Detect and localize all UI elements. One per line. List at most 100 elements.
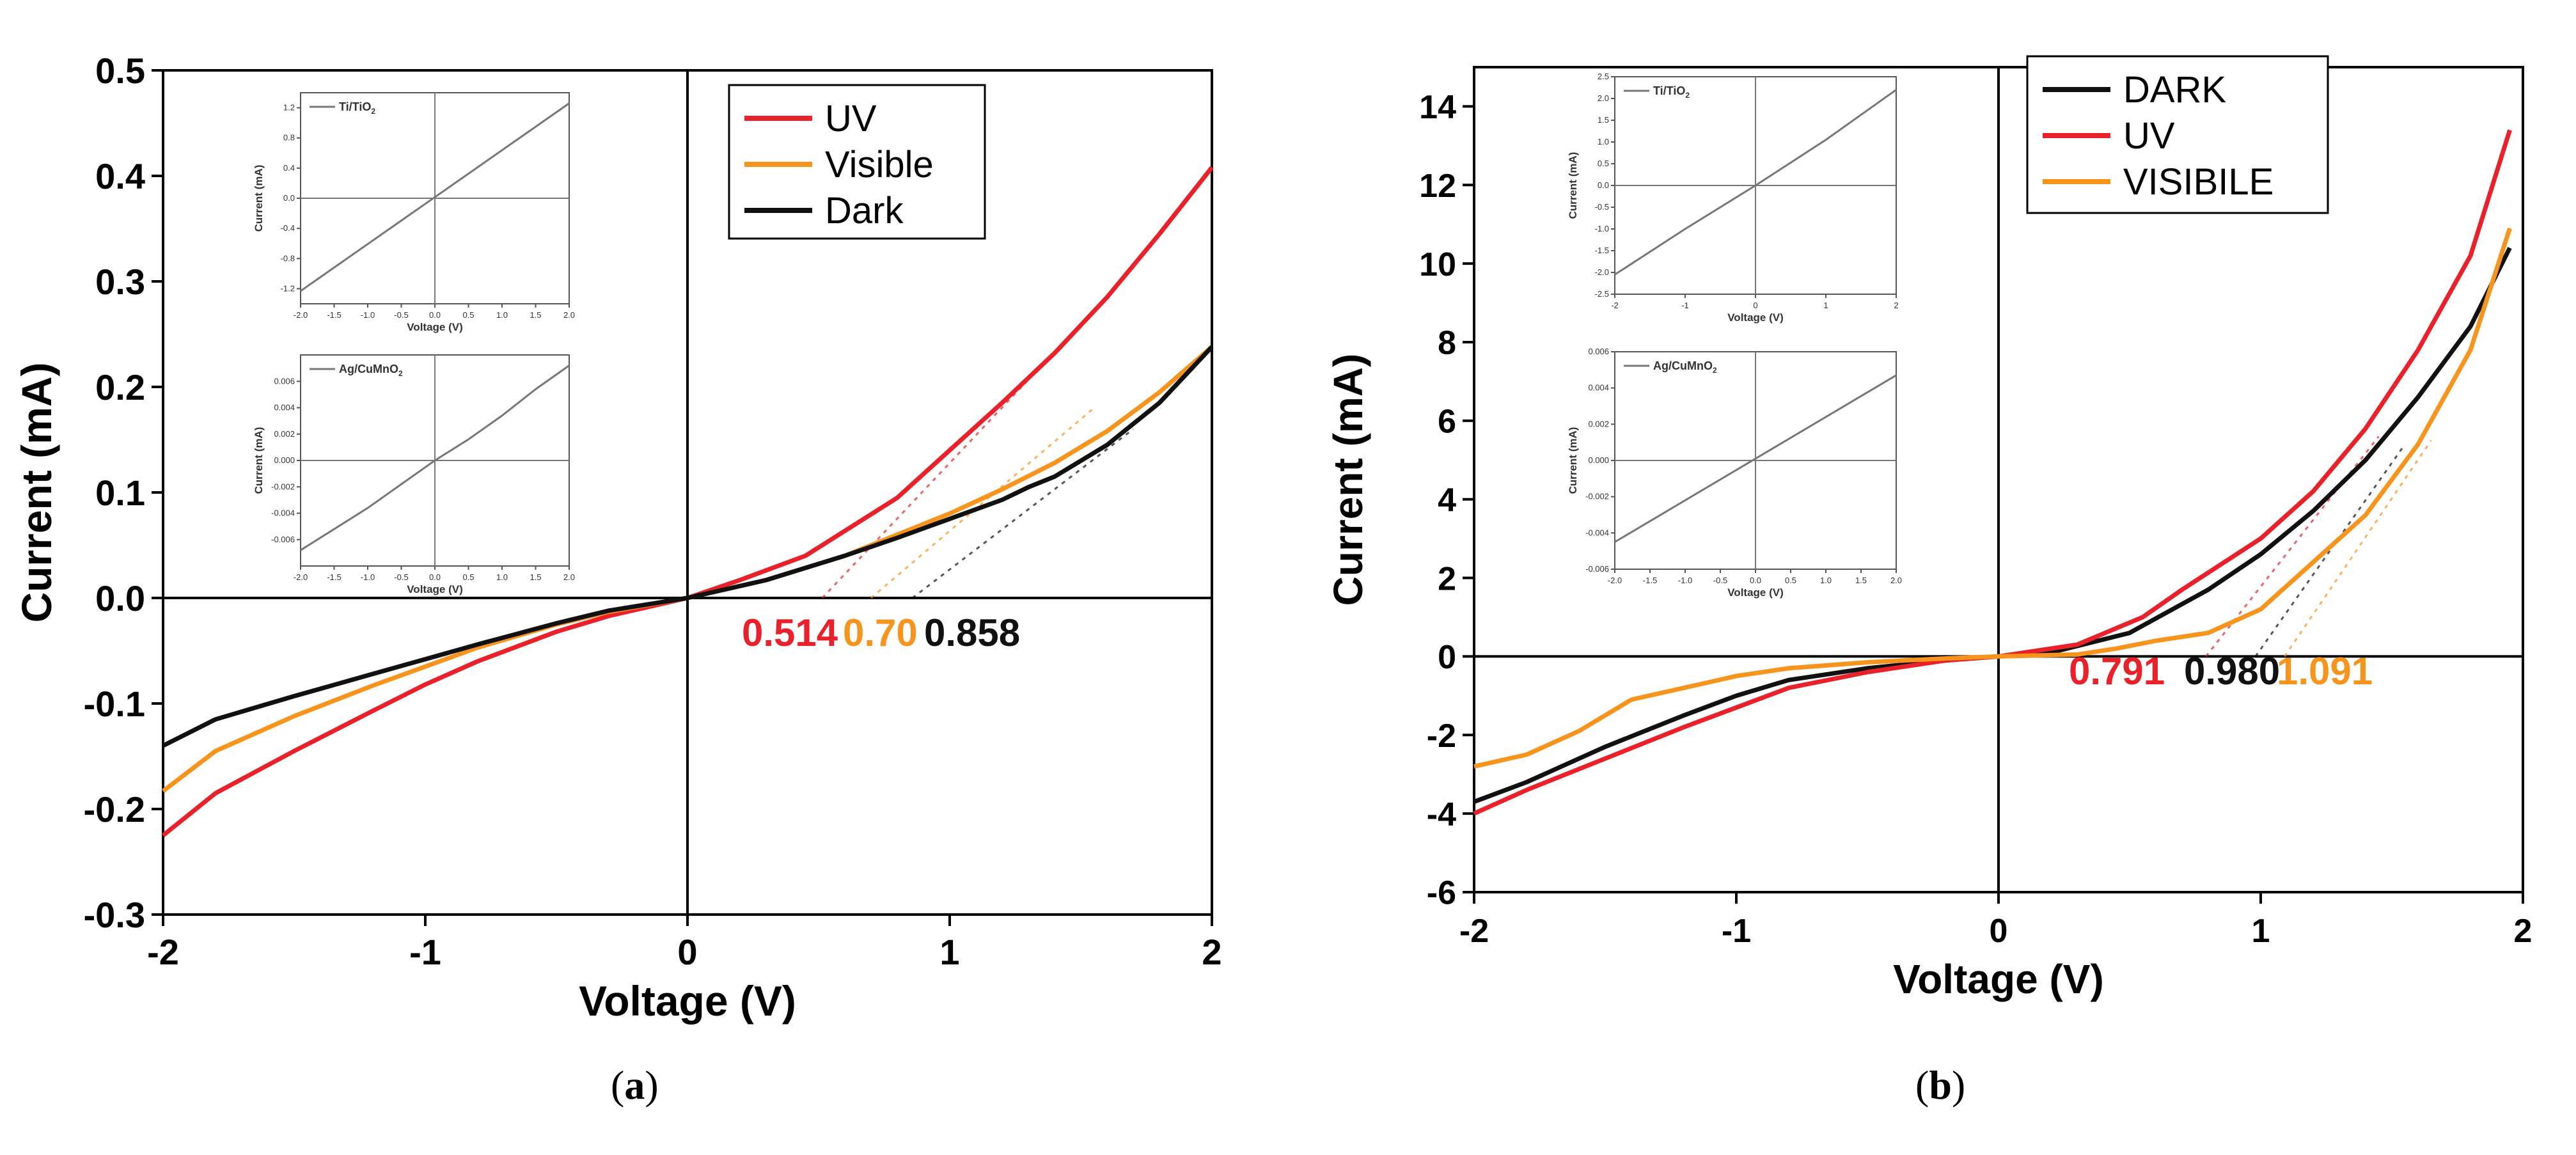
inset-x-tick-label: -2.0	[294, 310, 308, 320]
inset-x-tick-label: 0.5	[462, 310, 474, 320]
y-tick-label: -0.2	[84, 789, 146, 829]
inset-plot: -2.0 -1.5 -1.0 -0.5 0.0 0.5 1.0 1.5 2.0 -1.2 -0.8 -…	[253, 92, 575, 333]
inset-y-tick-label: 0.000	[1588, 455, 1609, 465]
inset-plot: -2.0 -1.5 -1.0 -0.5 0.0 0.5 1.0 1.5 2.0 -0.006 -0.…	[1567, 347, 1902, 599]
y-tick-label: -2	[1427, 718, 1456, 755]
x-tick-label: 0	[677, 932, 697, 972]
inset-x-tick-label: -0.5	[1713, 576, 1727, 585]
x-tick-label: 1	[2252, 913, 2270, 950]
legend-label: UV	[825, 98, 877, 139]
inset-x-tick-label: -2.0	[294, 572, 308, 582]
inset-y-tick-label: -1.0	[1595, 224, 1609, 233]
legend-label: UV	[2123, 115, 2175, 157]
inset-x-tick-label: 0.0	[429, 572, 441, 582]
inset-y-tick-label: 2.5	[1598, 72, 1609, 81]
inset-y-axis-label: Current (mA)	[253, 427, 265, 494]
inset-x-tick-label: 2	[1894, 301, 1898, 310]
inset-legend-subscript: 2	[398, 369, 403, 378]
inset-y-tick-label: 0.000	[274, 455, 295, 465]
inset-x-tick-label: -0.5	[394, 310, 408, 320]
inset-y-tick-label: -0.5	[1595, 202, 1609, 212]
inset-series-line	[1614, 374, 1897, 543]
inset-x-tick-label: -2.0	[1608, 576, 1622, 585]
series-line-dark	[162, 345, 1214, 748]
inset-y-tick-label: -0.8	[281, 253, 295, 263]
inset-y-tick-label: 1.2	[283, 103, 295, 113]
inset-x-tick-label: 1.0	[496, 310, 508, 320]
tangent-line	[870, 407, 1095, 599]
tangent-line	[2284, 439, 2432, 657]
inset-x-tick-label: 1.5	[530, 572, 541, 582]
legend-label: DARK	[2123, 69, 2226, 111]
inset-x-tick-label: -1.5	[327, 310, 341, 320]
tangent-line	[2254, 443, 2406, 657]
inset-x-tick-label: 2.0	[563, 310, 575, 320]
threshold-annotation: 0.791	[2069, 650, 2165, 693]
y-tick-label: 2	[1438, 560, 1456, 597]
inset-x-tick-label: 2.0	[563, 572, 575, 582]
inset-x-tick-label: -2	[1611, 301, 1619, 310]
inset-y-tick-label: -0.006	[271, 535, 295, 544]
inset-y-axis-label: Current (mA)	[253, 165, 265, 232]
inset-y-tick-label: 1.0	[1598, 137, 1609, 146]
series-line-visibile	[1473, 227, 2512, 769]
inset-x-tick-label: 0.0	[1750, 576, 1761, 585]
y-tick-label: 0.3	[95, 262, 145, 302]
y-tick-label: -4	[1427, 796, 1456, 833]
y-tick-label: 0	[1438, 639, 1456, 676]
y-tick-label: 12	[1419, 168, 1456, 205]
inset-legend-subscript: 2	[371, 107, 375, 116]
inset-x-axis-label: Voltage (V)	[407, 583, 463, 595]
inset-x-tick-label: -1	[1681, 301, 1689, 310]
inset-y-axis-label: Current (mA)	[1567, 427, 1579, 494]
inset-x-axis-label: Voltage (V)	[1727, 586, 1784, 599]
y-tick-label: 0.2	[95, 367, 145, 407]
series-line-uv	[161, 166, 1214, 838]
inset-y-tick-label: 0.006	[1588, 347, 1609, 356]
inset-x-tick-label: -1.0	[361, 572, 375, 582]
inset-y-tick-label: 0.004	[274, 403, 295, 412]
y-axis-label: Current (mA)	[13, 363, 60, 623]
caption-b: (b)	[1915, 1062, 1966, 1108]
y-tick-label: 0.4	[95, 156, 145, 196]
inset-x-tick-label: 1.0	[1820, 576, 1832, 585]
inset-y-tick-label: 2.0	[1598, 93, 1609, 103]
inset-y-tick-label: -1.2	[281, 283, 295, 293]
inset-y-tick-label: 1.5	[1598, 115, 1609, 125]
y-tick-label: 4	[1438, 482, 1456, 519]
y-tick-label: 10	[1419, 246, 1456, 283]
inset-y-tick-label: 0.0	[283, 193, 295, 203]
inset-y-tick-label: -0.002	[1585, 492, 1609, 501]
x-tick-label: -1	[409, 932, 441, 972]
inset-y-tick-label: -1.5	[1595, 246, 1609, 255]
caption-a: (a)	[611, 1062, 659, 1108]
threshold-annotation: 0.980	[2184, 650, 2280, 693]
inset-x-tick-label: -0.5	[394, 572, 408, 582]
tangent-line	[911, 428, 1134, 599]
x-tick-label: -1	[1722, 913, 1751, 950]
threshold-annotation: 0.70	[843, 611, 918, 654]
inset-x-tick-label: 1.5	[530, 310, 541, 320]
inset-series-line	[1614, 89, 1897, 276]
y-tick-label: 6	[1438, 404, 1456, 441]
inset-x-axis-label: Voltage (V)	[1727, 311, 1784, 324]
inset-y-axis-label: Current (mA)	[1567, 152, 1579, 219]
y-tick-label: -6	[1427, 875, 1456, 912]
inset-y-tick-label: -0.4	[281, 223, 295, 233]
inset-series-line	[300, 365, 570, 551]
inset-x-tick-label: 0.0	[429, 310, 441, 320]
y-tick-label: 14	[1419, 89, 1456, 126]
y-tick-label: 8	[1438, 325, 1456, 362]
y-tick-label: -0.1	[84, 684, 146, 724]
inset-x-tick-label: 0.5	[462, 572, 474, 582]
inset-x-tick-label: -1.0	[361, 310, 375, 320]
legend-label: VISIBILE	[2123, 161, 2274, 203]
y-tick-label: 0.0	[95, 578, 145, 618]
inset-y-tick-label: -2.0	[1595, 267, 1609, 277]
inset-y-tick-label: 0.002	[274, 429, 295, 439]
caption-a-letter: a	[624, 1062, 645, 1108]
x-tick-label: -2	[1459, 913, 1489, 950]
inset-x-tick-label: -1.5	[327, 572, 341, 582]
